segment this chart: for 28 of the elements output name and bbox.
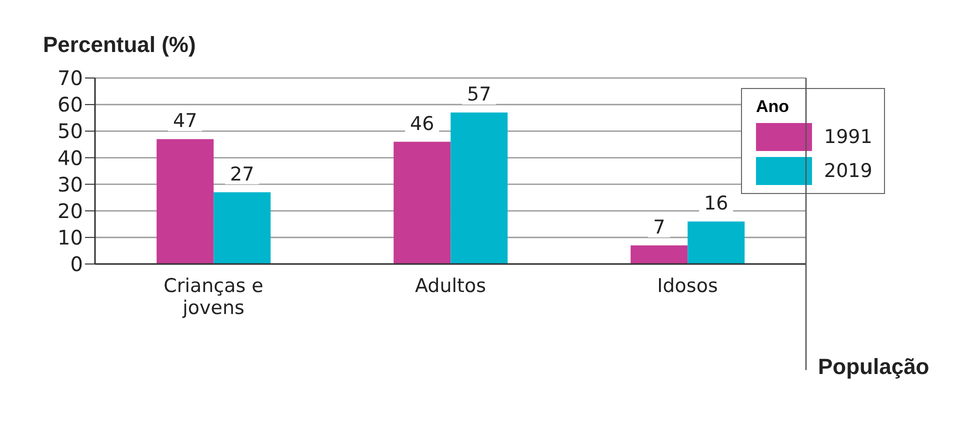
y-axis-title: Percentual (%): [43, 32, 196, 58]
data-label: 16: [704, 192, 728, 214]
bar: [450, 112, 508, 264]
y-tick-label: 20: [58, 198, 83, 223]
y-tick-label: 60: [58, 92, 83, 117]
legend-label: 1991: [824, 126, 872, 148]
y-tick-label: 0: [70, 252, 83, 276]
bar: [394, 142, 451, 264]
y-tick-label: 50: [58, 119, 83, 144]
y-tick-label: 70: [58, 66, 83, 90]
data-label: 27: [230, 163, 254, 186]
x-axis-title: População: [818, 354, 930, 380]
bar: [688, 221, 745, 264]
bar: [156, 139, 214, 264]
x-tick-label: Idosos: [657, 275, 718, 297]
bar: [630, 245, 688, 264]
x-tick-label: Crianças e jovens: [164, 275, 264, 319]
data-label: 57: [467, 84, 492, 106]
y-tick-label: 40: [58, 146, 83, 170]
y-tick-label: 30: [58, 172, 83, 196]
x-tick-label: Adultos: [414, 275, 486, 297]
data-label: 47: [173, 110, 198, 132]
data-label: 7: [653, 216, 666, 238]
y-tick-label: 10: [58, 226, 83, 250]
legend-label: 2019: [824, 160, 872, 182]
bar: [214, 192, 271, 264]
legend-title: Ano: [756, 97, 790, 117]
data-label: 46: [410, 112, 434, 135]
